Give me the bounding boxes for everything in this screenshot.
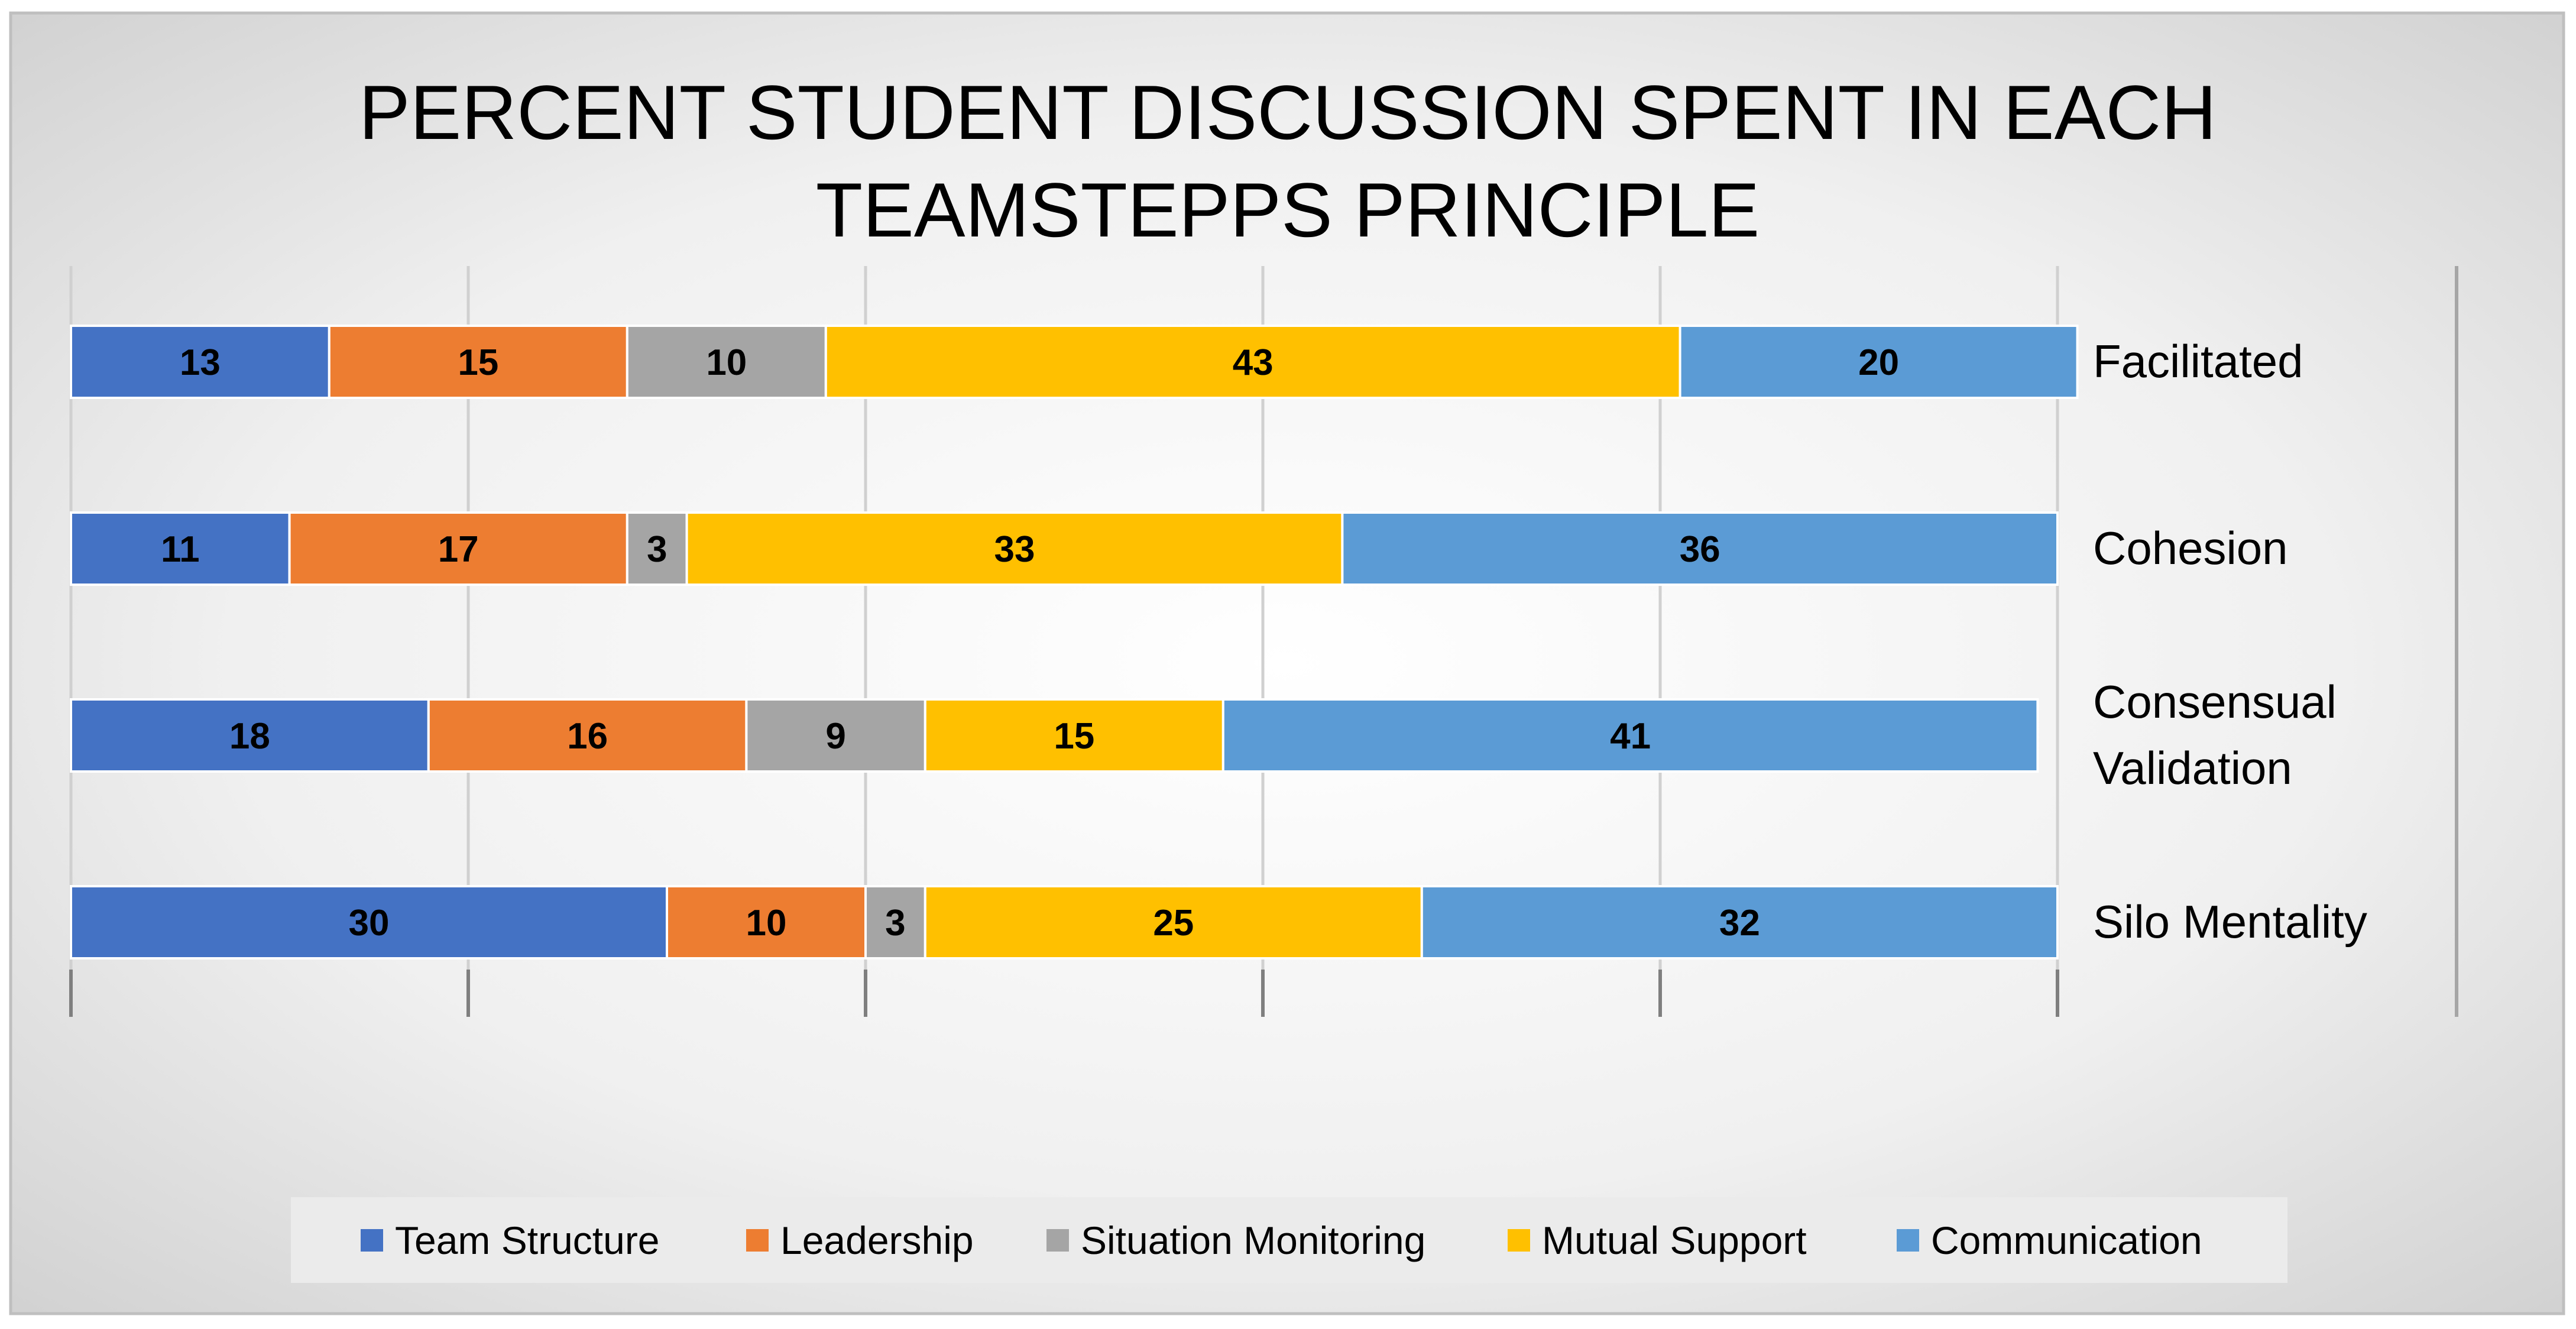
bar-segment (328, 325, 628, 399)
bar-segment (666, 885, 867, 960)
bar-segment (70, 325, 330, 399)
legend: Team Structure Leadership Situation Monito… (361, 1218, 2202, 1262)
data-label: 11 (161, 529, 200, 570)
data-label: 18 (229, 716, 270, 757)
data-label: 33 (994, 529, 1035, 570)
bar-segment (1679, 325, 2079, 399)
bar-segment (626, 325, 827, 399)
legend-swatch (1897, 1229, 1919, 1252)
data-label: 15 (1054, 716, 1094, 757)
chart-title-line: TEAMSTEPPS PRINCIPLE (816, 167, 1760, 253)
data-label: 10 (706, 342, 747, 383)
bar-segment (924, 698, 1224, 773)
bars (70, 325, 2079, 960)
data-label: 32 (1719, 903, 1760, 944)
chart-title: PERCENT STUDENT DISCUSSION SPENT IN EACH… (359, 69, 2217, 253)
legend-swatch (1046, 1229, 1069, 1252)
data-label: 20 (1858, 342, 1899, 383)
bar-segment (745, 698, 926, 773)
data-label: 3 (885, 903, 905, 944)
data-label: 16 (567, 716, 608, 757)
bar-segment (824, 325, 1681, 399)
data-label: 13 (180, 342, 221, 383)
legend-swatch (746, 1229, 769, 1252)
category-label: Validation (2093, 742, 2292, 794)
data-label: 36 (1680, 529, 1720, 570)
data-label: 30 (349, 903, 390, 944)
legend-label: Situation Monitoring (1081, 1218, 1425, 1262)
legend-label: Leadership (780, 1218, 974, 1262)
legend-swatch (1508, 1229, 1530, 1252)
bar-segment (70, 511, 291, 586)
bar-segment (685, 511, 1344, 586)
bar-segment (288, 511, 628, 586)
bar-segment (1221, 698, 2039, 773)
bar-segment (1420, 885, 2059, 960)
category-label: Facilitated (2093, 335, 2303, 387)
data-label: 3 (647, 529, 667, 570)
legend-label: Communication (1931, 1218, 2202, 1262)
legend-label: Team Structure (395, 1218, 660, 1262)
category-label: Consensual (2093, 676, 2337, 728)
chart-background (9, 11, 2565, 1315)
data-label: 10 (746, 903, 787, 944)
data-label: 41 (1610, 716, 1651, 757)
data-label: 17 (438, 529, 479, 570)
chart-title-line: PERCENT STUDENT DISCUSSION SPENT IN EACH (359, 69, 2217, 155)
category-labels: Facilitated Cohesion Consensual Validation S… (2093, 335, 2367, 948)
bar-segment (626, 511, 688, 586)
category-label: Silo Mentality (2093, 896, 2367, 948)
legend-label: Mutual Support (1542, 1218, 1807, 1262)
data-label: 9 (825, 716, 845, 757)
data-label: 25 (1153, 903, 1194, 944)
data-label: 15 (458, 342, 498, 383)
data-label: 43 (1233, 342, 1274, 383)
bar-segment (924, 885, 1423, 960)
legend-box (291, 1197, 2287, 1283)
legend-swatch (361, 1229, 383, 1252)
bar-segment (1341, 511, 2059, 586)
category-label: Cohesion (2093, 522, 2288, 574)
